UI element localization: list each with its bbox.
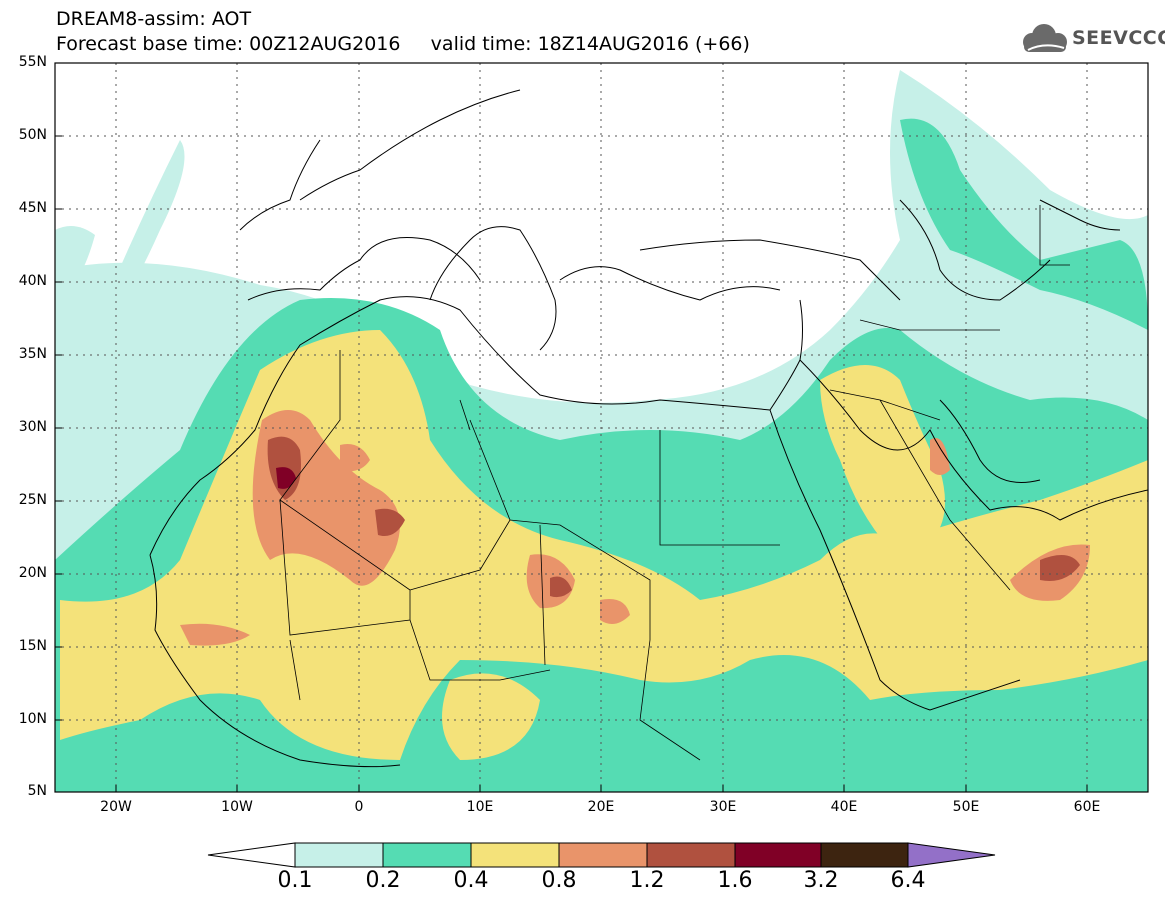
lat-label: 20N [18,565,47,581]
lon-label: 60E [1073,799,1101,815]
lat-label: 5N [27,783,47,799]
colorbar-label: 0.1 [277,868,313,893]
aot-band-0-4 [60,330,1148,760]
map-title: DREAM8-assim: AOT [56,8,252,30]
lat-label: 45N [18,200,47,216]
lon-label: 50E [952,799,980,815]
lon-label: 10E [466,799,494,815]
colorbar-swatch-7 [820,842,909,868]
logo-text: SEEVCCC [1072,27,1165,49]
forecast-times: Forecast base time: 00Z12AUG2016 valid t… [56,33,750,55]
lat-label: 10N [18,711,47,727]
colorbar-label: 0.8 [541,868,577,893]
lat-label: 40N [18,273,47,289]
lon-label: 10W [221,799,253,815]
lon-label: 40E [830,799,858,815]
lon-label: 30E [709,799,737,815]
lon-label: 20W [100,799,132,815]
colorbar-label: 6.4 [890,868,926,893]
colorbar-label: 1.2 [629,868,665,893]
lon-label: 20E [587,799,615,815]
colorbar-under-triangle [207,842,296,868]
colorbar-swatch-2 [382,842,472,868]
colorbar-over-triangle [907,842,996,868]
colorbar-label: 1.6 [717,868,753,893]
colorbar-swatch-6 [734,842,822,868]
cloud-icon [1023,24,1067,52]
coastlines [149,89,1148,768]
country-borders [279,205,1070,761]
colorbar-label: 3.2 [803,868,839,893]
colorbar-swatch-3 [470,842,560,868]
colorbar-swatch-5 [646,842,736,868]
colorbar-swatch-4 [558,842,648,868]
lat-label: 25N [18,492,47,508]
colorbar-label: 0.4 [453,868,489,893]
lat-label: 50N [18,127,47,143]
map-grid [55,63,1148,792]
lat-label: 55N [18,54,47,70]
colorbar-label: 0.2 [365,868,401,893]
lon-label: 0 [354,799,364,815]
colorbar-swatch-1 [294,842,384,868]
lat-label: 30N [18,419,47,435]
lat-label: 35N [18,346,47,362]
lat-label: 15N [18,638,47,654]
aot-band-1-6 [276,467,296,489]
colorbar [207,842,996,868]
